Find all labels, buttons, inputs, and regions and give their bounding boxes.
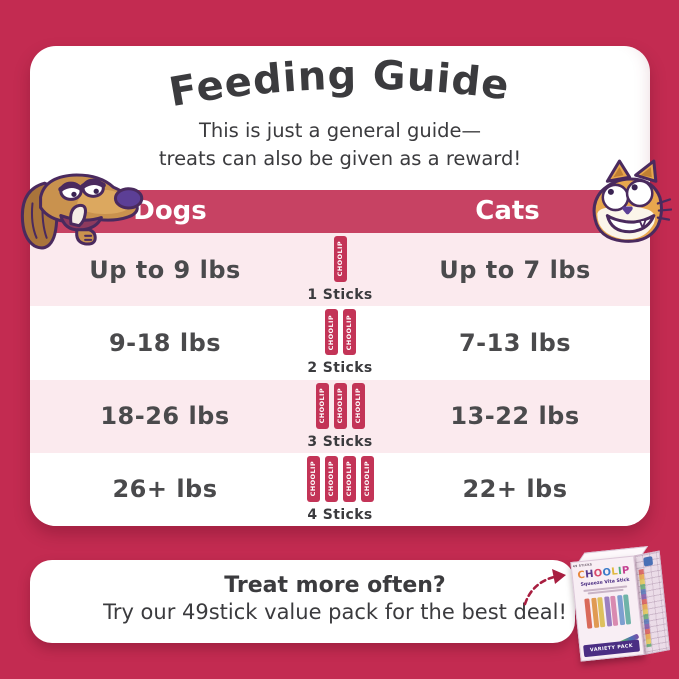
footer-headline: Treat more often? [224, 573, 446, 598]
footer-callout: Treat more often? Try our 49stick value … [30, 560, 575, 643]
subtitle-line-1: This is just a general guide— [198, 119, 482, 142]
stick-count-label: 2 Sticks [307, 360, 373, 377]
dog-weight: Up to 9 lbs [89, 255, 241, 284]
cat-weight: Up to 7 lbs [439, 255, 591, 284]
svg-text:Feeding Guide: Feeding Guide [166, 53, 513, 116]
dog-weight: 18-26 lbs [100, 402, 230, 431]
variety-pack-banner: VARIETY PACK [583, 639, 641, 658]
stick-count-label: 1 Sticks [307, 287, 373, 304]
dog-weight: 9-18 lbs [108, 328, 222, 357]
table-row: 9-18 lbs CHOOLIP CHOOLIP 2 Sticks 7-13 lb… [30, 306, 650, 380]
treat-stick: CHOOLIP [351, 382, 365, 429]
column-header-dogs: Dogs [133, 196, 207, 226]
badge-icon [643, 556, 654, 567]
treat-stick: CHOOLIP [333, 382, 347, 429]
page-title: Feeding Guide [162, 49, 516, 120]
subtitle-line-2: treats can also be given as a reward! [158, 146, 522, 170]
dog-weight: 26+ lbs [112, 475, 218, 504]
table-row: Up to 9 lbs CHOOLIP 1 Sticks Up to 7 lbs [30, 233, 650, 307]
treat-stick: CHOOLIP [360, 455, 374, 502]
product-box-front: 49 STICKS CHOOLIP Squeeze Vita Stick VAR… [570, 555, 645, 662]
variety-sticks-art [575, 593, 640, 629]
footer-subline: Try our 49stick value pack for the best … [103, 600, 567, 624]
table-row: 26+ lbs CHOOLIP CHOOLIP CHOOLIP CHOOLIP 4 S… [30, 452, 650, 526]
treat-stick: CHOOLIP [324, 309, 338, 356]
cat-weight: 22+ lbs [462, 475, 568, 504]
treat-stick: CHOOLIP [342, 455, 356, 502]
column-header-cats: Cats [475, 196, 540, 226]
stick-graphic: CHOOLIP [333, 236, 347, 283]
stick-graphic: CHOOLIP CHOOLIP CHOOLIP [315, 382, 365, 429]
treat-stick: CHOOLIP [324, 455, 338, 502]
feeding-table: Up to 9 lbs CHOOLIP 1 Sticks Up to 7 lbs… [30, 233, 650, 526]
arrow-icon [523, 569, 566, 606]
cat-weight: 7-13 lbs [458, 328, 572, 357]
stick-graphic: CHOOLIP CHOOLIP [324, 309, 356, 356]
stick-count-tag: 49 STICKS [572, 562, 593, 569]
cat-weight: 13-22 lbs [450, 402, 580, 431]
stick-graphic: CHOOLIP CHOOLIP CHOOLIP CHOOLIP [306, 455, 374, 502]
stick-count-label: 4 Sticks [307, 506, 373, 523]
stick-count-label: 3 Sticks [307, 433, 373, 450]
treat-stick: CHOOLIP [342, 309, 356, 356]
treat-stick: CHOOLIP [306, 455, 320, 502]
product-box: CHOOLIP 49 STICKS CHOOLIP Squeeze Vita S… [569, 543, 674, 664]
cat-mascot [592, 159, 672, 243]
treat-stick: CHOOLIP [333, 236, 347, 283]
dog-mascot [20, 173, 144, 250]
subtitle: This is just a general guide— treats can… [30, 117, 650, 172]
table-row: 18-26 lbs CHOOLIP CHOOLIP CHOOLIP 3 Sticks… [30, 379, 650, 453]
treat-stick: CHOOLIP [315, 382, 329, 429]
